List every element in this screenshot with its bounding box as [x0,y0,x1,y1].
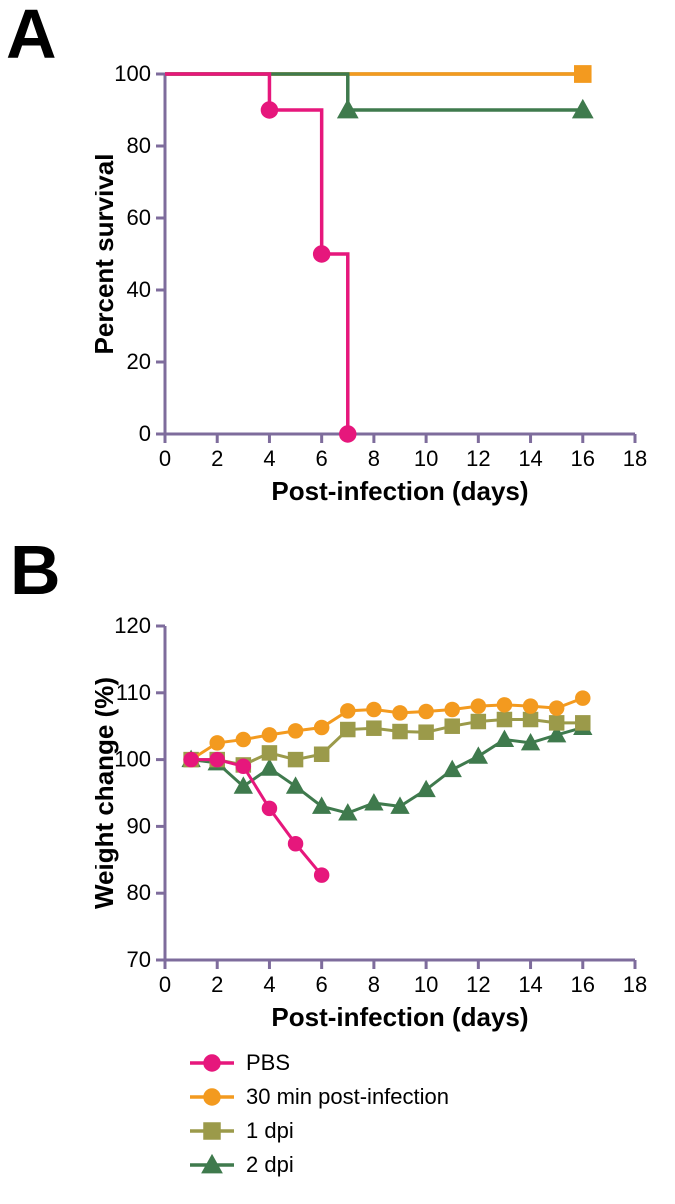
panel-label-b-text: B [10,531,61,609]
svg-text:6: 6 [316,972,328,997]
svg-text:Post-infection (days): Post-infection (days) [271,476,528,506]
svg-text:80: 80 [127,880,151,905]
svg-text:100: 100 [114,747,151,772]
svg-text:70: 70 [127,947,151,972]
svg-text:16: 16 [571,972,595,997]
svg-text:4: 4 [263,972,275,997]
chart-b: 0 2 4 6 8 10 12 14 16 18 70 80 90 100 110 120 Post-infec… [95,610,655,1040]
panel-label-b: B [10,530,61,610]
svg-text:0: 0 [159,446,171,471]
svg-text:110: 110 [116,680,151,705]
svg-text:120: 120 [114,613,151,638]
svg-text:2: 2 [211,972,223,997]
svg-text:4: 4 [263,446,275,471]
panel-label-a: A [6,0,57,74]
panel-label-a-text: A [6,0,57,73]
svg-text:1 dpi: 1 dpi [246,1118,294,1143]
svg-text:30 min post-infection: 30 min post-infection [246,1084,449,1109]
svg-text:8: 8 [368,972,380,997]
svg-text:Weight change (%): Weight change (%) [95,677,119,909]
svg-text:80: 80 [127,133,151,158]
svg-text:40: 40 [127,277,151,302]
legend: PBS 30 min post-infection 1 dpi 2 dpi [190,1045,590,1195]
svg-text:PBS: PBS [246,1050,290,1075]
svg-text:2: 2 [211,446,223,471]
svg-text:0: 0 [139,421,151,446]
svg-text:14: 14 [518,972,542,997]
svg-text:12: 12 [466,446,490,471]
svg-text:16: 16 [571,446,595,471]
svg-text:8: 8 [368,446,380,471]
svg-text:12: 12 [466,972,490,997]
chart-a: 0 2 4 6 8 10 12 14 16 18 0 20 40 60 80 100 Post-infectio… [95,54,655,514]
svg-text:90: 90 [127,813,151,838]
svg-text:10: 10 [414,972,438,997]
svg-text:0: 0 [159,972,171,997]
svg-text:18: 18 [623,446,647,471]
svg-text:10: 10 [414,446,438,471]
svg-text:100: 100 [114,61,151,86]
svg-text:Percent survival: Percent survival [95,154,119,355]
svg-text:Post-infection (days): Post-infection (days) [271,1002,528,1032]
svg-text:18: 18 [623,972,647,997]
svg-text:60: 60 [127,205,151,230]
svg-text:20: 20 [127,349,151,374]
svg-text:14: 14 [518,446,542,471]
svg-text:6: 6 [316,446,328,471]
figure-page: A 024681012141618020406080100Post-infect… [0,0,675,1204]
svg-text:2 dpi: 2 dpi [246,1152,294,1177]
